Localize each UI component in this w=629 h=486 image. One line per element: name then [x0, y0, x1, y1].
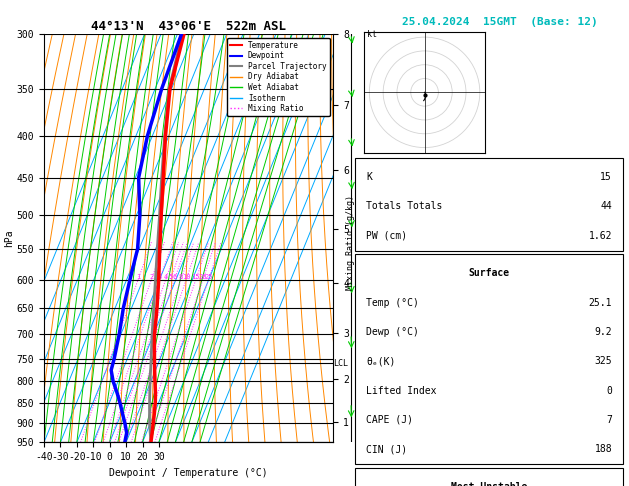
Text: 25.1: 25.1	[589, 298, 612, 308]
Text: CAPE (J): CAPE (J)	[366, 415, 413, 425]
Text: 6: 6	[172, 274, 177, 279]
Bar	[355, 468, 623, 486]
Bar	[355, 158, 623, 251]
Text: 4: 4	[164, 274, 168, 279]
Text: 1: 1	[136, 274, 140, 279]
Text: 2: 2	[149, 274, 153, 279]
Title: 44°13'N  43°06'E  522m ASL: 44°13'N 43°06'E 522m ASL	[91, 20, 286, 33]
Text: 8: 8	[179, 274, 183, 279]
Text: 0: 0	[606, 385, 612, 396]
Text: 15: 15	[192, 274, 200, 279]
Text: 25: 25	[204, 274, 213, 279]
Text: K: K	[366, 172, 372, 182]
Y-axis label: hPa: hPa	[4, 229, 14, 247]
X-axis label: Dewpoint / Temperature (°C): Dewpoint / Temperature (°C)	[109, 468, 268, 478]
Text: 15: 15	[600, 172, 612, 182]
Text: 5: 5	[169, 274, 172, 279]
Text: Surface: Surface	[469, 268, 509, 278]
Text: 3: 3	[157, 274, 162, 279]
Text: 10: 10	[182, 274, 191, 279]
Text: PW (cm): PW (cm)	[366, 230, 407, 241]
Text: kt: kt	[367, 30, 377, 39]
Text: 7: 7	[606, 415, 612, 425]
Text: 20: 20	[199, 274, 207, 279]
Text: Temp (°C): Temp (°C)	[366, 298, 419, 308]
Legend: Temperature, Dewpoint, Parcel Trajectory, Dry Adiabat, Wet Adiabat, Isotherm, Mi: Temperature, Dewpoint, Parcel Trajectory…	[227, 38, 330, 116]
Text: 9.2: 9.2	[594, 327, 612, 337]
Text: Lifted Index: Lifted Index	[366, 385, 437, 396]
Text: Mixing Ratio (g/kg): Mixing Ratio (g/kg)	[347, 195, 355, 291]
Text: Most Unstable: Most Unstable	[451, 482, 527, 486]
Text: LCL: LCL	[333, 359, 348, 368]
Text: 325: 325	[594, 356, 612, 366]
Text: Dewp (°C): Dewp (°C)	[366, 327, 419, 337]
Text: θₑ(K): θₑ(K)	[366, 356, 396, 366]
Y-axis label: km
ASL: km ASL	[357, 219, 374, 238]
Text: 44: 44	[600, 201, 612, 211]
Text: 25.04.2024  15GMT  (Base: 12): 25.04.2024 15GMT (Base: 12)	[402, 17, 598, 27]
Text: CIN (J): CIN (J)	[366, 444, 407, 454]
Bar	[355, 254, 623, 464]
Text: 1.62: 1.62	[589, 230, 612, 241]
Text: Totals Totals: Totals Totals	[366, 201, 442, 211]
Text: 188: 188	[594, 444, 612, 454]
